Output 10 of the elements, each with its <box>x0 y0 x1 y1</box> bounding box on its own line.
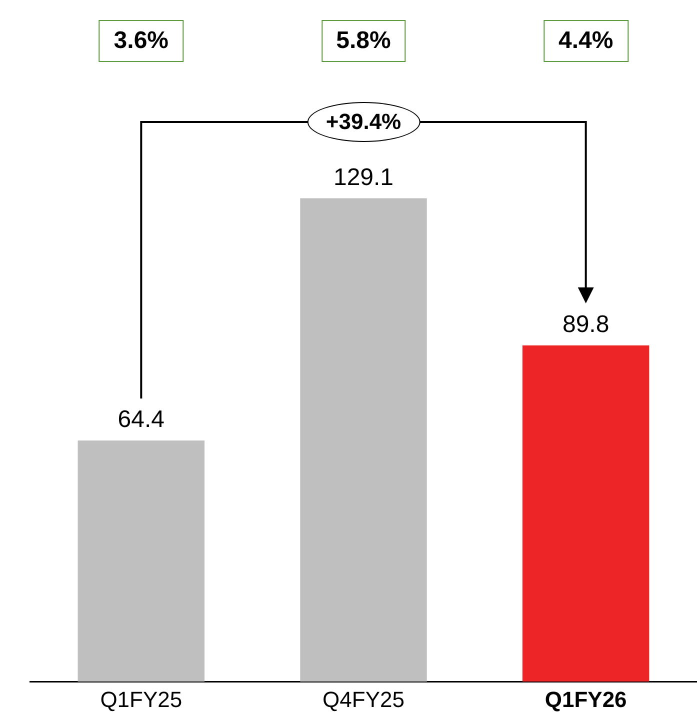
data-label: 129.1 <box>333 164 394 191</box>
x-tick-label: Q1FY25 <box>100 686 182 712</box>
data-label: 64.4 <box>118 406 165 434</box>
text: 4.4% <box>543 20 628 62</box>
text: 5.8% <box>321 20 406 62</box>
x-tick-label: Q4FY25 <box>322 686 404 712</box>
data-label: 89.8 <box>562 310 610 338</box>
text: +39.4% <box>306 102 420 142</box>
text: 3.6% <box>98 20 184 62</box>
x-tick-label: Q1FY26 <box>544 686 627 712</box>
